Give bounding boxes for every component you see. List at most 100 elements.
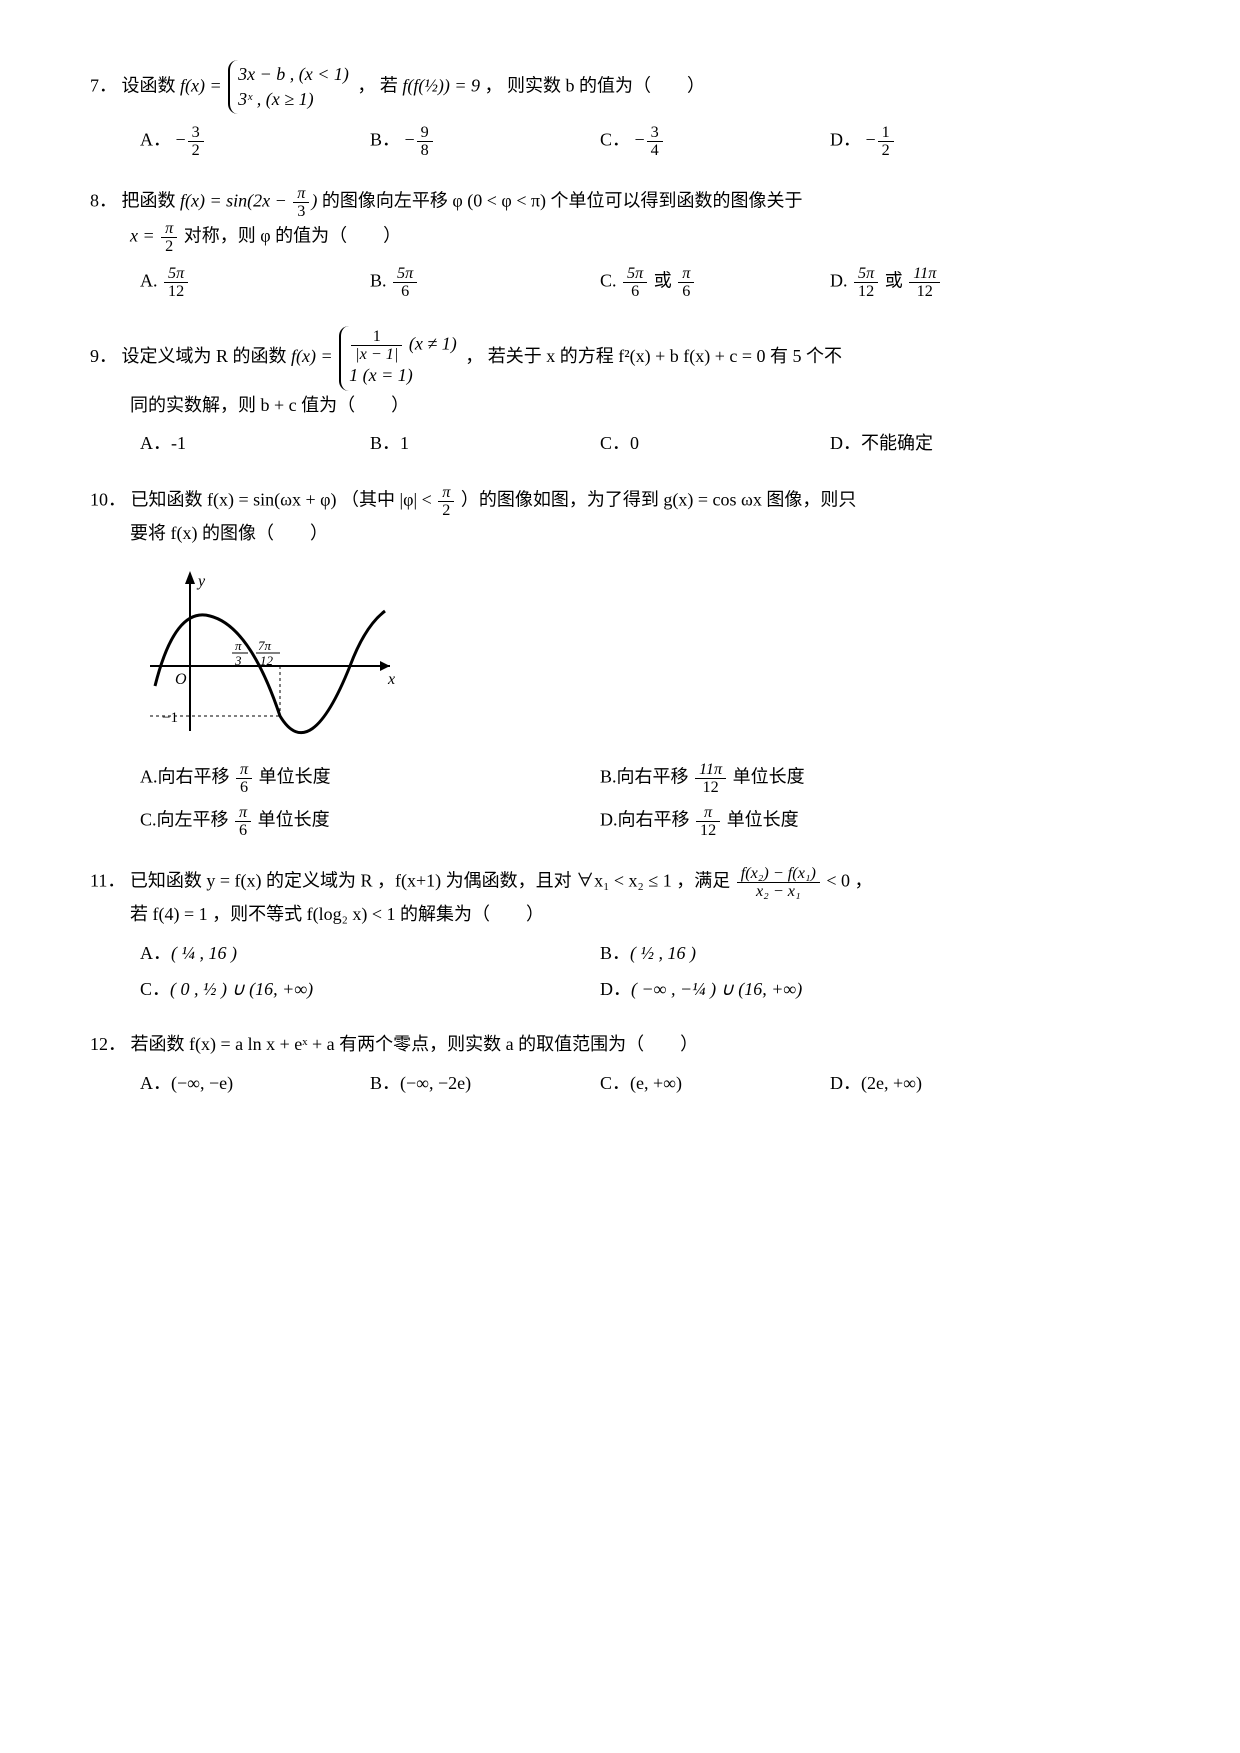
q7-piecewise: 3x − b , (x < 1) 3ˣ , (x ≥ 1)	[228, 60, 353, 114]
q7-b-den: 8	[417, 142, 433, 159]
q9-piece1: 1|x − 1| (x ≠ 1)	[349, 328, 457, 363]
graph-neg1: −1	[162, 710, 178, 726]
q7-c-num: 3	[647, 124, 663, 142]
q9-opt-c: C．0	[600, 425, 830, 462]
q7-c-label: C．	[600, 130, 630, 150]
q7-a-label: A．	[140, 130, 171, 150]
graph-t1n: π	[235, 638, 242, 653]
q9-piecewise: 1|x − 1| (x ≠ 1) 1 (x = 1)	[339, 326, 461, 390]
q8-c-den2: 6	[678, 283, 694, 300]
q9-mid: ， 若关于 x 的方程 f²(x) + b f(x) + c = 0 有 5 个…	[465, 347, 842, 367]
q9-opt-b: B．1	[370, 425, 600, 462]
q10-opt-b: B.向右平移 11π12 单位长度	[600, 757, 1060, 800]
q7-d-num: 1	[878, 124, 894, 142]
q9-p1den: |x − 1|	[351, 346, 402, 363]
q8-number: 8．	[90, 191, 117, 211]
q10-b-den: 12	[695, 779, 726, 796]
q8-d-label: D.	[830, 271, 848, 291]
graph-t2n: 7π	[258, 638, 272, 653]
graph-x-label: x	[387, 671, 395, 688]
q8-func2: )	[311, 191, 317, 211]
q8-b-label: B.	[370, 271, 387, 291]
q10-number: 10．	[90, 490, 126, 510]
q8-b-den: 6	[393, 283, 417, 300]
q10-c-num: π	[235, 804, 251, 822]
graph-t1d: 3	[234, 653, 242, 668]
q8-c-num2: π	[678, 265, 694, 283]
q8-b-num: 5π	[393, 265, 417, 283]
q9-options: A．-1 B．1 C．0 D．不能确定	[140, 425, 1170, 462]
q10-c-tail: 单位长度	[253, 809, 330, 829]
q8-a-label: A.	[140, 271, 158, 291]
q7-number: 7．	[90, 75, 117, 95]
q10-d-num: π	[696, 804, 720, 822]
q8-opt-d: D. 5π12 或 11π12	[830, 261, 1060, 304]
q7-piece2: 3ˣ , (x ≥ 1)	[238, 87, 349, 112]
q11-line2: 若 f(4) = 1 ，则不等式 f(log₂ x) < 1 的解集为（ ）	[130, 900, 1170, 929]
q8-opt-c: C. 5π6 或 π6	[600, 261, 830, 304]
q11-text: 11． 已知函数 y = f(x) 的定义域为 R ，f(x+1) 为偶函数，且…	[90, 865, 1170, 900]
q12-opt-b: B．(−∞, −2e)	[370, 1065, 600, 1102]
q11-opt-c: C．( 0 , ½ ) ∪ (16, +∞)	[140, 971, 600, 1008]
q8-func: f(x) = sin(2x −	[180, 191, 291, 211]
question-7: 7． 设函数 f(x) = 3x − b , (x < 1) 3ˣ , (x ≥…	[90, 60, 1170, 163]
q7-d-den: 2	[878, 142, 894, 159]
q10-a-den: 6	[236, 779, 252, 796]
q12-number: 12．	[90, 1034, 126, 1054]
question-12: 12． 若函数 f(x) = a ln x + eˣ + a 有两个零点，则实数…	[90, 1030, 1170, 1102]
q8-d-den1: 12	[854, 283, 878, 300]
q10-d-den: 12	[696, 822, 720, 839]
q7-mid: ， 若	[357, 75, 402, 95]
q10-d-label: D.向右平移	[600, 809, 694, 829]
graph-t2d: 12	[260, 653, 274, 668]
q7-c-den: 4	[647, 142, 663, 159]
q10-opt-a: A.向右平移 π6 单位长度	[140, 757, 600, 800]
q9-p1cond: (x ≠ 1)	[409, 334, 457, 354]
q10-frnum: π	[438, 484, 454, 502]
q10-pre: 已知函数 f(x) = sin(ωx + φ) （其中 |φ| <	[131, 490, 437, 510]
q11-pre: 已知函数 y = f(x) 的定义域为 R ，f(x+1) 为偶函数，且对 ∀x…	[130, 870, 735, 890]
q11-b-label: B．	[600, 943, 630, 963]
q10-b-tail: 单位长度	[728, 766, 805, 786]
q8-l2num: π	[161, 220, 177, 238]
q7-b-label: B．	[370, 130, 400, 150]
q7-a-num: 3	[188, 124, 204, 142]
q10-c-den: 6	[235, 822, 251, 839]
q8-line2: x = π2 对称，则 φ 的值为（ ）	[130, 220, 1170, 255]
q7-options: A． −32 B． −98 C． −34 D． −12	[140, 120, 1170, 163]
sine-graph-icon: y x O −1 π 3 7π 12	[140, 566, 400, 736]
q8-l2a: x =	[130, 226, 159, 246]
q7-opt-c: C． −34	[600, 120, 830, 163]
q10-c-label: C.向左平移	[140, 809, 233, 829]
q7-post: ， 则实数 b 的值为（ ）	[485, 75, 706, 95]
q7-b-num: 9	[417, 124, 433, 142]
question-10: 10． 已知函数 f(x) = sin(ωx + φ) （其中 |φ| < π2…	[90, 484, 1170, 843]
q10-graph: y x O −1 π 3 7π 12	[140, 566, 1170, 745]
q11-a-expr: ( ¼ , 16 )	[171, 943, 237, 963]
q11-c-label: C．	[140, 979, 170, 999]
q7-piece1: 3x − b , (x < 1)	[238, 62, 349, 87]
q7-text: 7． 设函数 f(x) = 3x − b , (x < 1) 3ˣ , (x ≥…	[90, 60, 1170, 114]
question-11: 11． 已知函数 y = f(x) 的定义域为 R ，f(x+1) 为偶函数，且…	[90, 865, 1170, 1008]
q11-number: 11．	[90, 870, 125, 890]
q11-c-expr: ( 0 , ½ ) ∪ (16, +∞)	[170, 979, 313, 999]
q11-post: < 0 ，	[826, 870, 872, 890]
q7-a-den: 2	[188, 142, 204, 159]
q7-pre: 设函数	[122, 75, 181, 95]
q8-frnum: π	[293, 185, 309, 203]
graph-y-label: y	[196, 573, 206, 590]
q9-pre: 设定义域为 R 的函数	[122, 347, 292, 367]
q8-d-or: 或	[880, 271, 907, 291]
q11-b-expr: ( ½ , 16 )	[630, 943, 696, 963]
q10-opt-d: D.向右平移 π12 单位长度	[600, 800, 1060, 843]
q10-a-num: π	[236, 761, 252, 779]
q8-a-num: 5π	[164, 265, 188, 283]
q8-c-label: C.	[600, 271, 617, 291]
q10-options: A.向右平移 π6 单位长度 B.向右平移 11π12 单位长度 C.向左平移 …	[140, 757, 1170, 843]
q7-flhs: f(x) =	[180, 75, 222, 95]
q10-d-tail: 单位长度	[722, 809, 799, 829]
q10-line2: 要将 f(x) 的图像（ ）	[130, 519, 1170, 548]
q10-a-label: A.向右平移	[140, 766, 234, 786]
q11-d-expr: ( −∞ , −¼ ) ∪ (16, +∞)	[631, 979, 802, 999]
q7-d-label: D．	[830, 130, 861, 150]
